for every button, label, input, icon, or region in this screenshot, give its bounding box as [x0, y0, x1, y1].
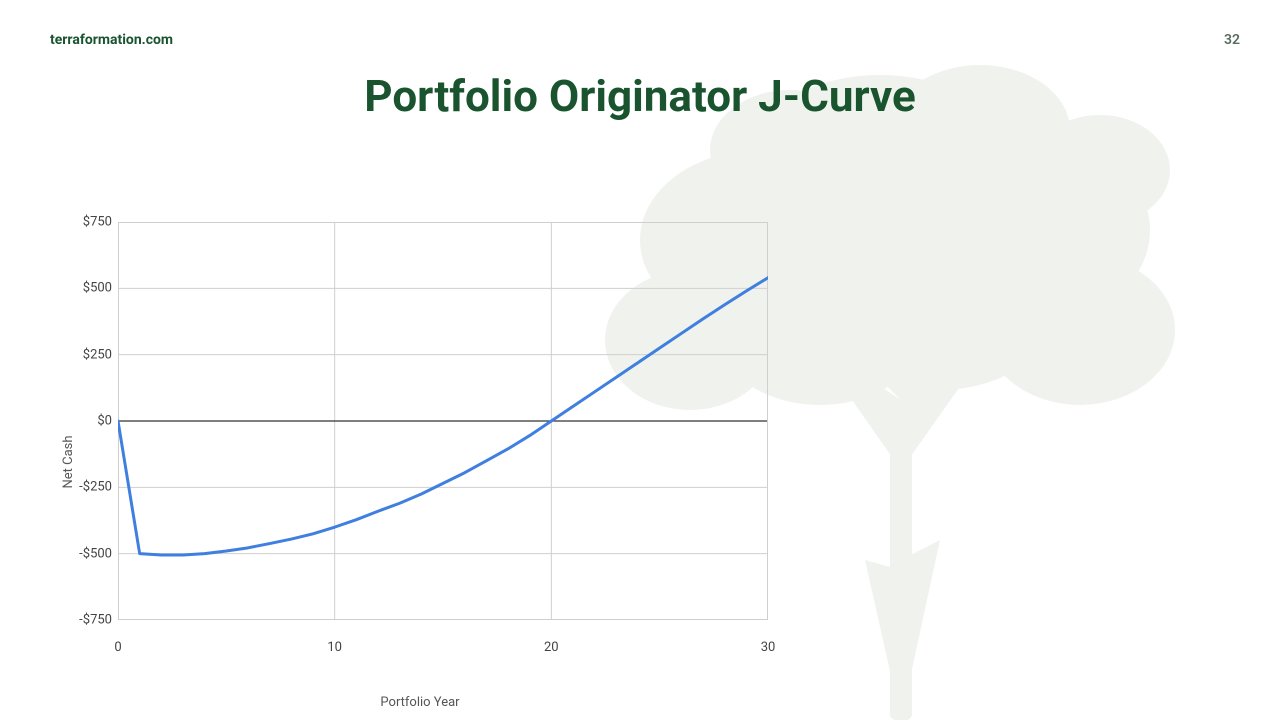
page-number: 32 — [1224, 32, 1240, 48]
x-axis-label: Portfolio Year — [60, 695, 780, 710]
chart-plot-area — [118, 222, 768, 620]
x-tick-label: 20 — [544, 640, 559, 655]
page-title: Portfolio Originator J-Curve — [0, 70, 1280, 122]
y-tick-label: -$250 — [57, 480, 112, 495]
y-tick-label: $750 — [57, 215, 112, 230]
y-tick-label: $0 — [57, 414, 112, 429]
x-tick-label: 10 — [327, 640, 342, 655]
y-tick-label: -$750 — [57, 613, 112, 628]
x-tick-label: 0 — [114, 640, 121, 655]
brand-label: terraformation.com — [50, 32, 173, 48]
y-tick-label: -$500 — [57, 546, 112, 561]
y-tick-label: $250 — [57, 347, 112, 362]
j-curve-chart: Net Cash $750 $500 $250 $0 -$250 -$500 -… — [60, 222, 780, 702]
y-tick-label: $500 — [57, 281, 112, 296]
x-tick-label: 30 — [761, 640, 776, 655]
